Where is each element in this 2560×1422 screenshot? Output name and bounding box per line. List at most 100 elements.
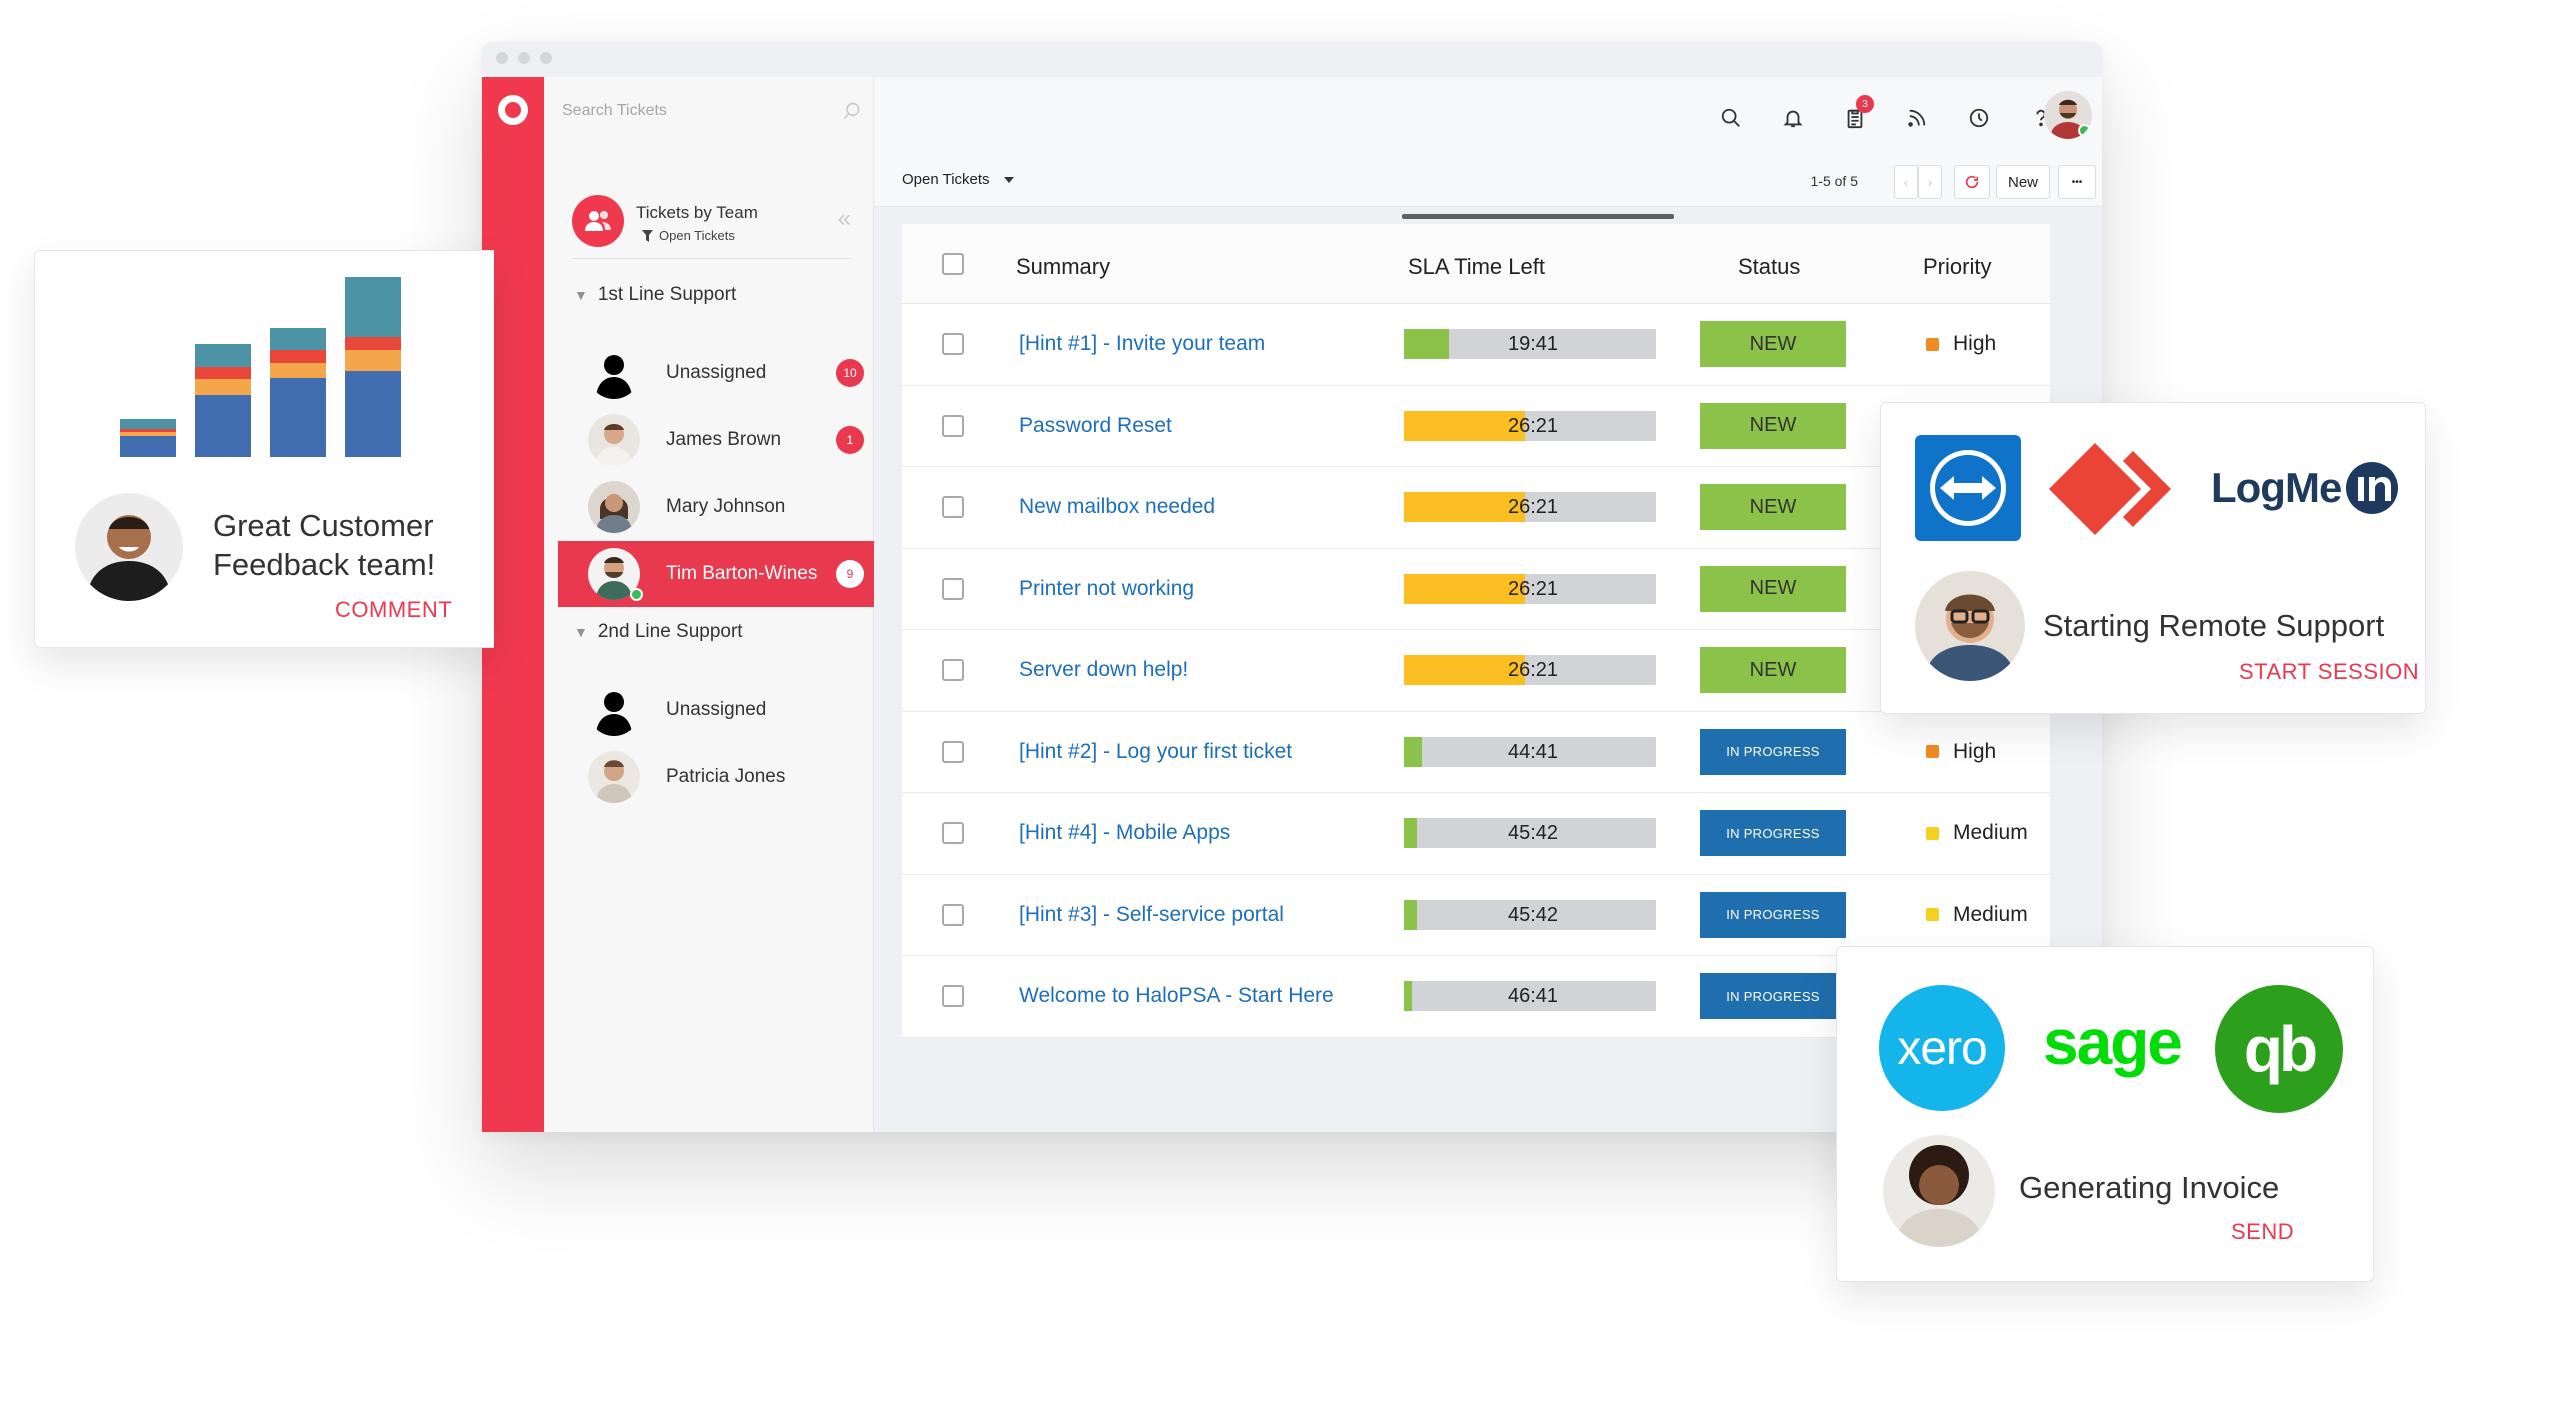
select-all-checkbox[interactable]: [942, 252, 964, 275]
tickets-table: Summary SLA Time Left Status Priority [H…: [902, 224, 2050, 1038]
table-header: Summary SLA Time Left Status Priority: [902, 224, 2050, 304]
ticket-summary-link[interactable]: Password Reset: [1019, 413, 1172, 437]
table-row[interactable]: Printer not working 26:21 NEW: [902, 549, 2050, 630]
sla-time-left: 19:41: [1507, 333, 1559, 356]
row-checkbox[interactable]: [942, 333, 964, 356]
team-filter-label: Open Tickets: [659, 228, 735, 243]
clock-icon[interactable]: [1966, 105, 1992, 131]
refresh-button[interactable]: [1954, 165, 1990, 199]
sla-progress-fill: [1404, 573, 1525, 604]
window-maximize-dot[interactable]: [540, 52, 552, 64]
row-checkbox[interactable]: [942, 985, 964, 1008]
priority-cell: High: [1926, 332, 1996, 356]
column-header-summary[interactable]: Summary: [1016, 254, 1111, 279]
sla-progress-bar: 26:21: [1404, 655, 1656, 686]
ticket-summary-link[interactable]: Welcome to HaloPSA - Start Here: [1019, 984, 1334, 1008]
online-indicator: [630, 588, 643, 601]
user-avatar[interactable]: [2044, 91, 2092, 139]
status-badge: IN PROGRESS: [1700, 973, 1846, 1020]
avatar: [588, 481, 640, 533]
halo-logo-icon[interactable]: [498, 95, 528, 125]
caret-down-icon: [1003, 176, 1014, 183]
team-filter[interactable]: Open Tickets: [642, 228, 735, 243]
group-2nd-line[interactable]: ▼ 2nd Line Support: [574, 621, 743, 643]
sla-progress-bar: 26:21: [1404, 410, 1656, 441]
agent-name: Unassigned: [666, 699, 767, 720]
team-header[interactable]: Tickets by Team Open Tickets «: [572, 195, 851, 259]
ticket-summary-link[interactable]: Printer not working: [1019, 576, 1195, 600]
top-toolbar: 3: [874, 77, 2102, 157]
clipboard-icon[interactable]: 3: [1842, 95, 1874, 131]
window-close-dot[interactable]: [496, 52, 508, 64]
xero-logo-text: xero: [1897, 1021, 1987, 1075]
ticket-count-badge: 10: [836, 359, 864, 387]
ticket-summary-link[interactable]: [Hint #3] - Self-service portal: [1019, 902, 1284, 926]
invoice-text: Generating Invoice: [2019, 1170, 2280, 1205]
feedback-card: Great Customer Feedback team! COMMENT: [34, 250, 494, 648]
chart-bar: [120, 418, 176, 457]
column-header-sla[interactable]: SLA Time Left: [1408, 254, 1545, 279]
chart-bar-segment: [120, 418, 176, 430]
bell-icon[interactable]: [1780, 105, 1806, 131]
group-1st-line[interactable]: ▼ 1st Line Support: [574, 284, 736, 306]
chart-bar-segment: [120, 432, 176, 437]
expand-triangle-icon: ▼: [574, 287, 588, 303]
table-row[interactable]: [Hint #1] - Invite your team 19:41 NEW High: [902, 304, 2050, 386]
chart-bar-segment: [120, 436, 176, 457]
logmein-logo-text: LogMe: [2211, 464, 2342, 511]
sidebar-agent-mary-johnson[interactable]: Mary Johnson: [558, 474, 874, 540]
ticket-summary-link[interactable]: [Hint #2] - Log your first ticket: [1019, 739, 1293, 763]
ticket-summary-link[interactable]: Server down help!: [1019, 658, 1189, 682]
send-link[interactable]: SEND: [2231, 1219, 2295, 1244]
column-header-priority[interactable]: Priority: [1923, 254, 1992, 279]
ticket-count-badge: 9: [836, 560, 864, 588]
column-scroll-indicator[interactable]: [1402, 214, 1674, 219]
sidebar-agent-tim-barton-wines[interactable]: Tim Barton-Wines 9: [558, 541, 874, 607]
start-session-link[interactable]: START SESSION: [2239, 659, 2420, 684]
table-row[interactable]: Password Reset 26:21 NEW: [902, 386, 2050, 467]
table-row[interactable]: [Hint #3] - Self-service portal 45:42 IN P…: [902, 875, 2050, 956]
collapse-chevrons-icon[interactable]: «: [837, 205, 851, 232]
sidebar-agent-unassigned-1[interactable]: Unassigned 10: [558, 340, 874, 406]
more-options-button[interactable]: •••: [2058, 165, 2096, 199]
search-icon[interactable]: [842, 101, 862, 121]
table-row[interactable]: [Hint #2] - Log your first ticket 44:41 IN…: [902, 712, 2050, 793]
window-minimize-dot[interactable]: [518, 52, 530, 64]
table-row[interactable]: [Hint #4] - Mobile Apps 45:42 IN PROGRESS M…: [902, 793, 2050, 875]
group-label: 1st Line Support: [597, 284, 737, 305]
sla-progress-bar: 26:21: [1404, 573, 1656, 604]
ticket-summary-link[interactable]: New mailbox needed: [1019, 495, 1216, 519]
sidebar-agent-unassigned-2[interactable]: Unassigned: [558, 677, 874, 743]
row-checkbox[interactable]: [942, 740, 964, 763]
ticket-summary-link[interactable]: [Hint #1] - Invite your team: [1019, 332, 1266, 356]
avatar: [588, 414, 640, 466]
search-input[interactable]: [562, 102, 802, 120]
table-row[interactable]: New mailbox needed 26:21 NEW: [902, 467, 2050, 549]
next-page-button[interactable]: ›: [1918, 165, 1942, 199]
row-checkbox[interactable]: [942, 496, 964, 519]
team-icon: [572, 195, 624, 247]
search-icon[interactable]: [1718, 105, 1744, 131]
rss-icon[interactable]: [1904, 105, 1930, 131]
row-checkbox[interactable]: [942, 414, 964, 437]
table-row[interactable]: Server down help! 26:21 NEW: [902, 630, 2050, 712]
agent-name: Patricia Jones: [666, 766, 786, 787]
view-dropdown[interactable]: Open Tickets: [902, 171, 1014, 188]
sidebar-agent-james-brown[interactable]: James Brown 1: [558, 407, 874, 473]
row-checkbox[interactable]: [942, 822, 964, 845]
sidebar-agent-patricia-jones[interactable]: Patricia Jones: [558, 744, 874, 810]
column-header-status[interactable]: Status: [1738, 254, 1801, 279]
chart-bar-segment: [345, 277, 401, 338]
row-checkbox[interactable]: [942, 577, 964, 600]
new-ticket-button[interactable]: New: [1996, 165, 2050, 199]
comment-link[interactable]: COMMENT: [335, 597, 453, 622]
help-icon[interactable]: [2028, 105, 2054, 131]
ticket-summary-link[interactable]: [Hint #4] - Mobile Apps: [1019, 821, 1231, 845]
feedback-text-line1: Great Customer: [213, 508, 434, 543]
row-checkbox[interactable]: [942, 903, 964, 926]
prev-page-button[interactable]: ‹: [1894, 165, 1918, 199]
ticket-count-badge: 1: [836, 426, 864, 454]
chart-bar-segment: [345, 350, 401, 372]
row-checkbox[interactable]: [942, 659, 964, 682]
table-row[interactable]: Welcome to HaloPSA - Start Here 46:41 IN P…: [902, 956, 2050, 1038]
